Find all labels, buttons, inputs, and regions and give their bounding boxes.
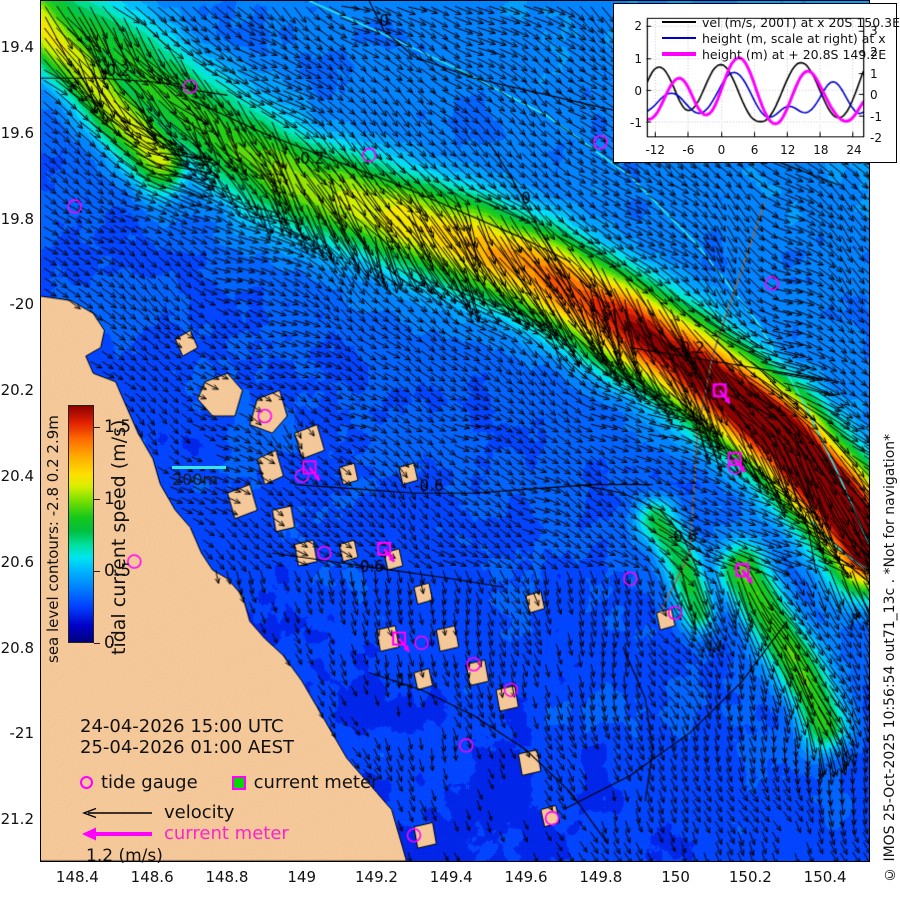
timestamp-local: 25-04-2026 01:00 AEST <box>80 737 295 758</box>
x-tick-label-inset: -12 <box>645 143 666 157</box>
y-left-tick-label: 0 <box>634 83 642 98</box>
y-tick-label: -20.8 <box>0 638 34 657</box>
x-tick-label: 148.8 <box>205 868 249 886</box>
y-left-tick-label: 1 <box>634 51 642 66</box>
legend-item-height-right: height (m, scale at right) at x <box>662 30 900 46</box>
legend-item-height-gauge: height (m) at + 20.8S 149.2E <box>662 46 900 62</box>
scale-bar-line <box>172 466 226 469</box>
y-tick-label: -21.2 <box>0 810 34 829</box>
y-tick-label: -19.6 <box>0 123 34 142</box>
x-tick-label-inset: 24 <box>846 143 862 157</box>
y-right-tick-label: 2 <box>870 45 878 60</box>
timeseries-legend: vel (m/s, 200T) at x 20S 150.3E height (… <box>662 14 900 62</box>
timestamp-utc: 24-04-2026 15:00 UTC <box>80 716 284 737</box>
current-meter-arrow-icon <box>82 827 152 840</box>
credit-text: © IMOS 25-Oct-2025 10:56:54 out71_13c . … <box>882 433 898 882</box>
y-left-tick-label: -1 <box>630 116 642 131</box>
current-meter-label: current meter <box>253 772 379 793</box>
colorbar-title: tidal current speed (m/s) <box>108 419 130 655</box>
scale-bar-label: 200m <box>172 470 219 489</box>
y-tick-label: -20.6 <box>0 552 34 571</box>
colorbar-tick-label: 1 <box>104 488 115 509</box>
legend-swatch-velocity <box>662 21 696 23</box>
colorbar-subtitle: sea level contours: -2.8 0.2 2.9m <box>44 415 62 663</box>
arrow-legend: velocity current meter 1.2 (m/s) <box>80 802 378 866</box>
x-tick-label: 150.2 <box>728 868 772 886</box>
y-right-tick-label: 3 <box>870 23 878 38</box>
x-tick-label: 149.4 <box>429 868 473 886</box>
colorbar: 0 0.5 1 1.5 <box>68 405 131 653</box>
x-tick-label: 149.8 <box>579 868 623 886</box>
colorbar-tick <box>94 570 100 572</box>
y-right-tick-label: -1 <box>870 109 882 124</box>
velocity-arrow-icon <box>82 807 152 818</box>
current-meter-arrow-label: current meter <box>164 823 289 844</box>
map-legend: 24-04-2026 15:00 UTC 25-04-2026 01:00 AE… <box>80 716 378 866</box>
legend-label-height-gauge: height (m) at + 20.8S 149.2E <box>702 46 887 62</box>
x-tick-label: 149.6 <box>504 868 548 886</box>
x-tick-label: 149.2 <box>355 868 398 886</box>
x-tick-label: 149 <box>287 868 317 886</box>
current-meter-icon <box>231 775 246 790</box>
x-tick-label: 150 <box>661 868 690 886</box>
y-tick-label: -21 <box>9 724 35 743</box>
y-tick-label: -20.2 <box>0 381 34 400</box>
y-tick-label: -20.4 <box>0 467 34 486</box>
colorbar-gradient <box>68 405 94 643</box>
timeseries-plot[interactable] <box>614 4 896 162</box>
colorbar-tick <box>94 643 100 644</box>
marker-legend-row: tide gauge current meter <box>80 772 378 793</box>
legend-label-velocity: vel (m/s, 200T) at x 20S 150.3E <box>702 14 900 30</box>
arrow-scale-label: 1.2 (m/s) <box>86 846 163 866</box>
velocity-arrow-row: velocity <box>80 802 378 823</box>
x-tick-label-inset: -6 <box>682 143 695 157</box>
x-tick-label-inset: 12 <box>780 143 796 157</box>
colorbar-tick <box>94 426 100 428</box>
velocity-arrow-label: velocity <box>164 802 235 823</box>
y-right-tick-label: 0 <box>870 88 878 103</box>
tide-gauge-icon <box>80 776 93 789</box>
current-meter-arrow-row: current meter <box>80 823 378 844</box>
legend-swatch-height-right <box>662 37 696 39</box>
x-tick-label-inset: 6 <box>750 143 759 157</box>
colorbar-tick <box>94 498 100 500</box>
scale-bar: 200m <box>172 466 226 489</box>
y-tick-label: -19.8 <box>0 209 34 228</box>
tide-gauge-label: tide gauge <box>101 772 198 793</box>
timeseries-inset-panel[interactable]: vel (m/s, 200T) at x 20S 150.3E height (… <box>613 3 900 163</box>
x-tick-label: 148.6 <box>130 868 174 886</box>
x-tick-label: 150.4 <box>803 868 847 886</box>
legend-swatch-height-gauge <box>662 52 696 56</box>
y-tick-label: -19.4 <box>0 38 34 57</box>
x-tick-label: 148.4 <box>55 868 99 886</box>
y-right-tick-label: -2 <box>870 131 882 145</box>
y-right-tick-label: 1 <box>870 66 878 81</box>
legend-item-velocity: vel (m/s, 200T) at x 20S 150.3E <box>662 14 900 30</box>
colorbar-tick-label: 0 <box>104 633 115 653</box>
colorbar-tick-label: 0.5 <box>104 560 132 581</box>
x-tick-label-inset: 0 <box>717 143 726 157</box>
x-tick-label-inset: 18 <box>813 143 829 157</box>
y-left-tick-label: 2 <box>634 19 642 34</box>
legend-label-height-right: height (m, scale at right) at x <box>702 30 886 46</box>
y-tick-label: -20 <box>9 295 35 314</box>
colorbar-tick-label: 1.5 <box>104 416 132 437</box>
